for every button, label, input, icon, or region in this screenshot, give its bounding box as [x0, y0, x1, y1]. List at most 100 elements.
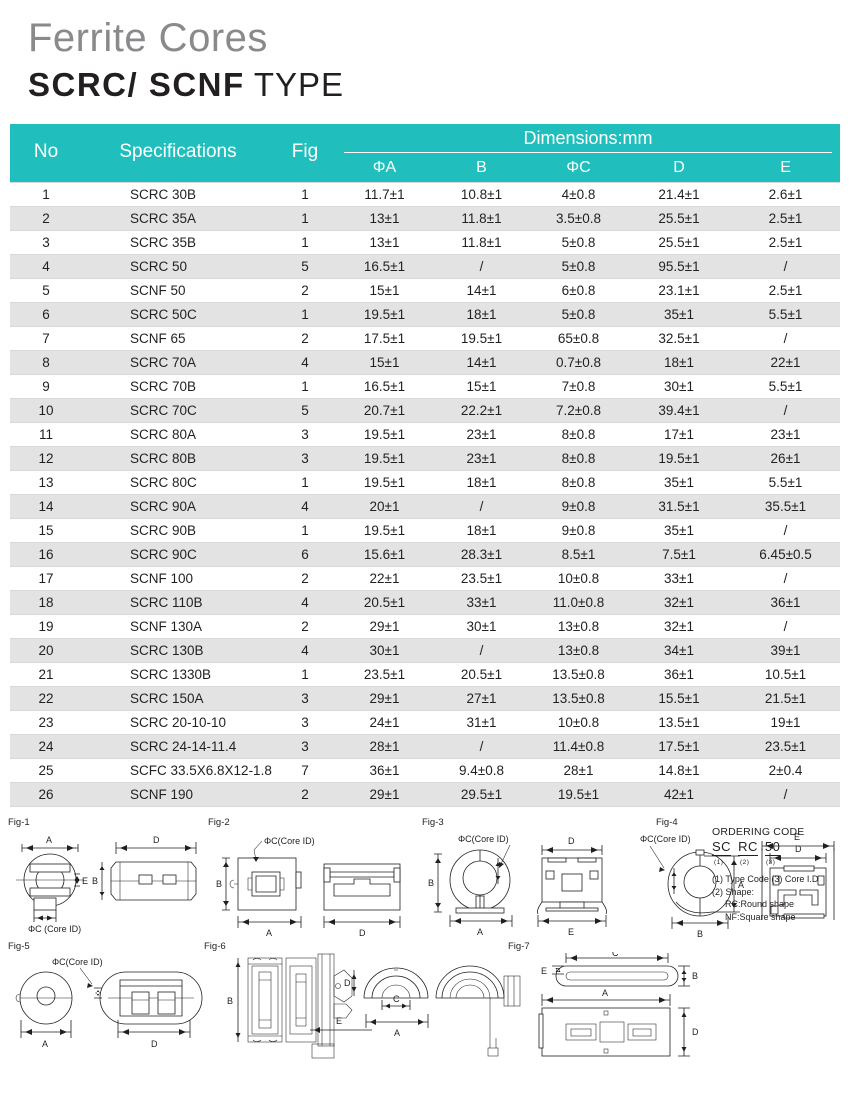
cell-specifications: SCRC 1330B	[82, 661, 274, 687]
cell-phi-c: 10±0.8	[530, 565, 627, 591]
cell-fig: 1	[274, 517, 336, 543]
svg-text:ΦC(Core ID): ΦC(Core ID)	[458, 834, 509, 844]
cell-d: 31.5±1	[627, 493, 731, 519]
cell-e: 19±1	[731, 709, 841, 735]
cell-b: 27±1	[433, 685, 530, 711]
cell-specifications: SCRC 80C	[82, 469, 274, 495]
cell-no: 12	[10, 445, 82, 471]
cell-e: 5.5±1	[731, 373, 841, 399]
cell-b: 11.8±1	[433, 229, 530, 255]
cell-phi-c: 7.2±0.8	[530, 397, 627, 423]
figure-label-fig5: Fig-5	[8, 940, 30, 952]
cell-d: 21.4±1	[627, 181, 731, 207]
page-subtitle: SCRC/ SCNF TYPE	[28, 64, 850, 106]
cell-fig: 6	[274, 541, 336, 567]
cell-fig: 3	[274, 709, 336, 735]
cell-phi-c: 10±0.8	[530, 709, 627, 735]
cell-no: 3	[10, 229, 82, 255]
cell-e: /	[731, 613, 841, 639]
cell-d: 15.5±1	[627, 685, 731, 711]
cell-no: 17	[10, 565, 82, 591]
cell-fig: 2	[274, 277, 336, 303]
table-row: 12 SCRC 80B 3 19.5±1 23±1 8±0.8 19.5±1 26±1	[10, 445, 841, 471]
cell-e: 2±0.4	[731, 757, 841, 783]
cell-phi-a: 23.5±1	[336, 661, 433, 687]
cell-b: 20.5±1	[433, 661, 530, 687]
cell-phi-c: 8±0.8	[530, 421, 627, 447]
cell-phi-c: 4±0.8	[530, 181, 627, 207]
cell-d: 13.5±1	[627, 709, 731, 735]
cell-specifications: SCRC 150A	[82, 685, 274, 711]
svg-text:B: B	[692, 971, 698, 981]
table-row: 24 SCRC 24-14-11.4 3 28±1/11.4±0.8 17.5±1 23.…	[10, 733, 841, 759]
figures-section: Fig-1 A E ΦC (Core ID)	[0, 813, 850, 1078]
svg-text:E: E	[794, 832, 800, 842]
col-header-specifications: Specifications	[82, 124, 274, 182]
ordering-legend-2: (2) Shape:	[712, 886, 755, 897]
cell-no: 23	[10, 709, 82, 735]
cell-phi-a: 30±1	[336, 637, 433, 663]
cell-specifications: SCRC 50C	[82, 301, 274, 327]
svg-text:A: A	[394, 1028, 400, 1038]
cell-e: 10.5±1	[731, 661, 841, 687]
table-row: 14 SCRC 90A 4 20±1/9±0.8 31.5±1 35.5±1	[10, 493, 841, 519]
cell-fig: 1	[274, 229, 336, 255]
cell-specifications: SCRC 110B	[82, 589, 274, 615]
ordering-code-part-3: 50	[764, 839, 781, 856]
cell-fig: 1	[274, 181, 336, 207]
subtitle-type-code: SCRC/ SCNF	[28, 66, 245, 103]
cell-specifications: SCRC 70A	[82, 349, 274, 375]
cell-b: 31±1	[433, 709, 530, 735]
figure-label-fig4: Fig-4	[656, 816, 678, 828]
table-row: 2 SCRC 35A 1 13±1 11.8±1 3.5±0.8 25.5±1 2.5±1	[10, 205, 841, 231]
cell-fig: 3	[274, 733, 336, 759]
table-row: 23 SCRC 20-10-10 3 24±1 31±1 10±0.8 13.5±1 19±1	[10, 709, 841, 735]
svg-text:D: D	[151, 1039, 158, 1049]
svg-text:D: D	[795, 844, 802, 854]
cell-specifications: SCFC 33.5X6.8X12-1.8	[82, 757, 274, 783]
cell-specifications: SCRC 35B	[82, 229, 274, 255]
figure-fig3: Fig-3 ΦC(Core ID) B A	[422, 817, 627, 938]
svg-text:A: A	[602, 988, 608, 998]
svg-text:B: B	[216, 879, 222, 889]
cell-d: 17±1	[627, 421, 731, 447]
cell-b: 9.4±0.8	[433, 757, 530, 783]
cell-specifications: SCRC 50	[82, 253, 274, 279]
cell-e: 36±1	[731, 589, 841, 615]
cell-fig: 5	[274, 253, 336, 279]
cell-e: 2.6±1	[731, 181, 841, 207]
cell-e: /	[731, 397, 841, 423]
figure-drawing-fig2: ΦC(Core ID) B A	[216, 836, 401, 938]
cell-no: 18	[10, 589, 82, 615]
cell-no: 19	[10, 613, 82, 639]
cell-specifications: SCNF 100	[82, 565, 274, 591]
cell-no: 24	[10, 733, 82, 759]
figure-fig5: Fig-5 ΦC(Core ID) A	[8, 941, 208, 1064]
cell-no: 1	[10, 181, 82, 207]
cell-phi-a: 15.6±1	[336, 541, 433, 567]
cell-phi-a: 17.5±1	[336, 325, 433, 351]
cell-phi-a: 29±1	[336, 781, 433, 807]
cell-phi-a: 16.5±1	[336, 253, 433, 279]
col-header-dimensions-group: Dimensions:mm	[336, 124, 841, 154]
table-row: 19 SCNF 130A 2 29±1 30±1 13±0.8 32±1/	[10, 613, 841, 639]
cell-phi-c: 13±0.8	[530, 613, 627, 639]
cell-e: /	[731, 565, 841, 591]
cell-b: 22.2±1	[433, 397, 530, 423]
figure-fig7: Fig-7 C E B A	[508, 941, 708, 1064]
table-row: 25 SCFC 33.5X6.8X12-1.8 7 36±1 9.4±0.8 28±1 14…	[10, 757, 841, 783]
svg-text:C: C	[612, 952, 619, 958]
table-row: 3 SCRC 35B 1 13±1 11.8±1 5±0.8 25.5±1 2.5±1	[10, 229, 841, 255]
figure-label-fig1: Fig-1	[8, 816, 30, 828]
cell-b: 18±1	[433, 469, 530, 495]
cell-b: 15±1	[433, 373, 530, 399]
cell-no: 10	[10, 397, 82, 423]
cell-d: 14.8±1	[627, 757, 731, 783]
spec-table-wrapper: No Specifications Fig Dimensions:mm ΦA B…	[10, 124, 841, 807]
cell-fig: 5	[274, 397, 336, 423]
cell-phi-a: 20.7±1	[336, 397, 433, 423]
cell-d: 35±1	[627, 469, 731, 495]
figure-fig4: Fig-4 ΦC(Core ID) A B	[638, 817, 844, 938]
cell-b: /	[433, 733, 530, 759]
figure-fig2: Fig-2 ΦC(Core ID) B A	[208, 817, 408, 938]
